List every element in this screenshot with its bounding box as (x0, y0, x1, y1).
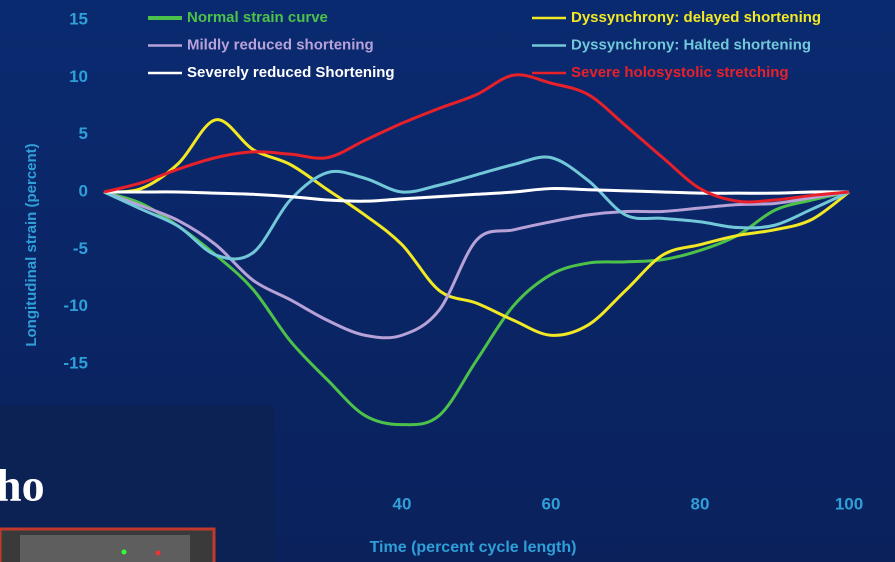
x-tick-label: 80 (691, 494, 710, 513)
y-tick-label: 15 (69, 10, 88, 29)
y-tick-label: -5 (73, 239, 88, 258)
legend-label: Normal strain curve (187, 9, 328, 26)
x-tick-label: 100 (835, 494, 863, 513)
page: {"chart_data": {"type": "line", "y_label… (0, 0, 895, 562)
y-axis-label: Longitudinal strain (percent) (23, 143, 40, 346)
legend-label: Severe holosystolic stretching (571, 64, 789, 81)
chart: Longitudinal strain (percent) Time (perc… (0, 0, 895, 562)
legend-label: Severely reduced Shortening (187, 64, 395, 81)
overlay-image-detail (20, 535, 190, 562)
legend-label: Dyssynchrony: delayed shortening (571, 9, 821, 26)
x-tick-label: 40 (393, 494, 412, 513)
y-tick-label: -10 (63, 296, 88, 315)
x-axis-label: Time (percent cycle length) (370, 539, 577, 556)
overlay-text: ho (0, 460, 45, 511)
y-tick-label: 0 (79, 181, 88, 200)
overlay-dot (122, 550, 127, 555)
legend-label: Mildly reduced shortening (187, 36, 374, 53)
y-tick-label: -15 (63, 353, 88, 372)
y-tick-label: 10 (69, 67, 88, 86)
y-tick-label: 5 (79, 124, 88, 143)
x-tick-label: 60 (542, 494, 561, 513)
slide-overlay: ho (0, 405, 275, 562)
overlay-dot (156, 551, 161, 556)
legend-label: Dyssynchrony: Halted shortening (571, 36, 811, 53)
